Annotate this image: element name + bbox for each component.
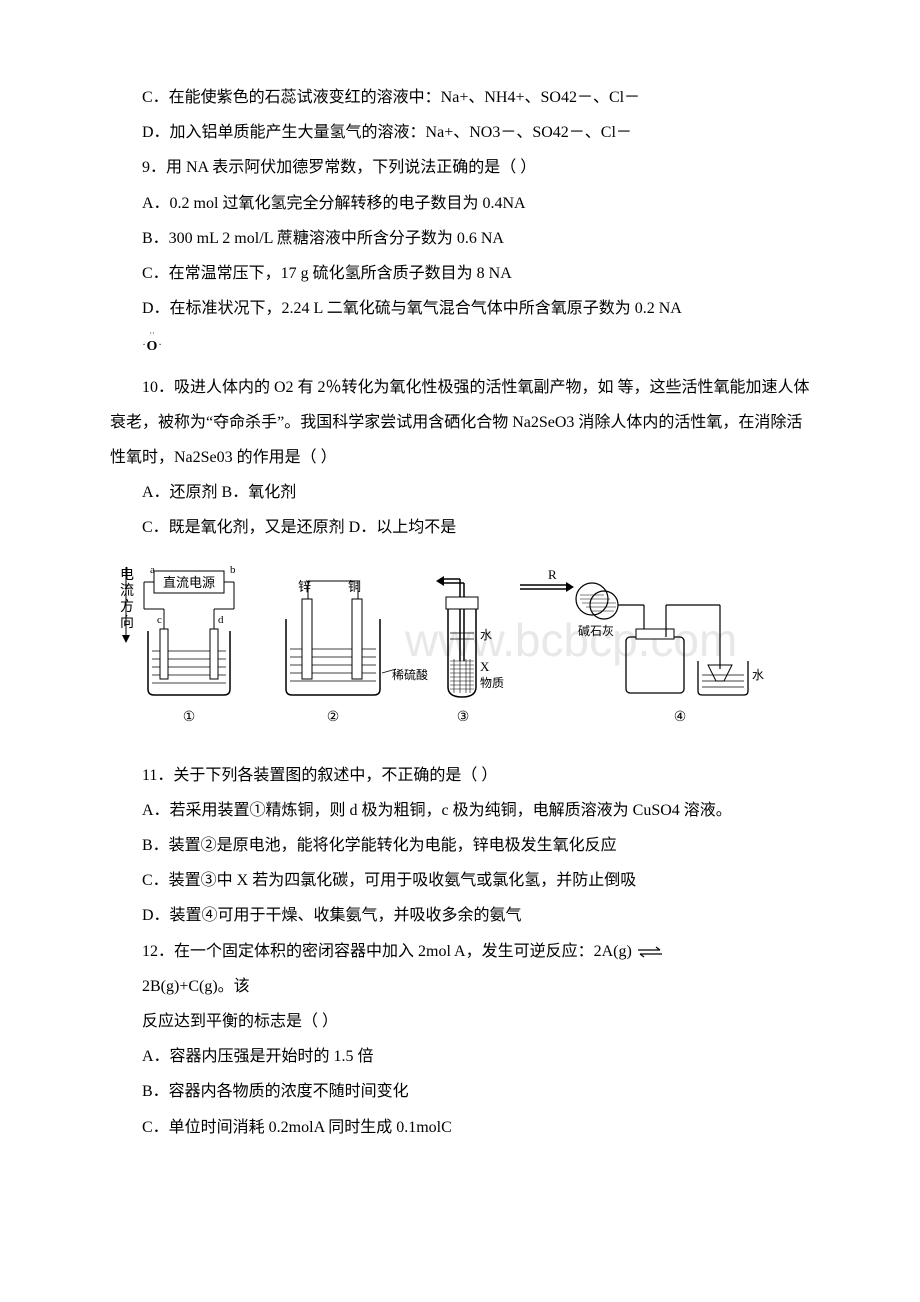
- paragraph: 10．吸进人体内的 O2 有 2％转化为氧化性极强的活性氧副产物，如 等，这些活…: [110, 370, 810, 476]
- document-page: C．在能使紫色的石蕊试液变红的溶液中：Na+、NH4+、SO42－、Cl－ D．…: [0, 0, 920, 1205]
- svg-text:d: d: [218, 614, 224, 626]
- paragraph: D．加入铝单质能产生大量氢气的溶液：Na+、NO3－、SO42－、Cl－: [110, 115, 810, 150]
- paragraph: A．容器内压强是开始时的 1.5 倍: [110, 1039, 810, 1074]
- svg-text:R: R: [548, 567, 557, 582]
- paragraph: C．单位时间消耗 0.2molA 同时生成 0.1molC: [110, 1110, 810, 1145]
- svg-text:直流电源: 直流电源: [163, 575, 215, 590]
- svg-text:物质: 物质: [480, 676, 504, 690]
- text: 12．在一个固定体积的密闭容器中加入 2mol A，发生可逆反应：2A(g): [142, 943, 632, 960]
- svg-text:碱石灰: 碱石灰: [578, 624, 614, 638]
- paragraph: C．在常温常压下，17 g 硫化氢所含质子数目为 8 NA: [110, 256, 810, 291]
- svg-text:X: X: [480, 659, 490, 674]
- svg-text:①: ①: [183, 710, 196, 725]
- svg-text:c: c: [157, 614, 162, 626]
- paragraph: C．在能使紫色的石蕊试液变红的溶液中：Na+、NH4+、SO42－、Cl－: [110, 80, 810, 115]
- apparatus-diagram: www.bcbcp.com 电 流 方 向 直流电源 a b: [110, 561, 810, 749]
- svg-text:a: a: [150, 564, 155, 576]
- paragraph: A．0.2 mol 过氧化氢完全分解转移的电子数目为 0.4NA: [110, 186, 810, 221]
- svg-text:www.bcbcp.com: www.bcbcp.com: [404, 614, 737, 666]
- svg-text:③: ③: [457, 710, 470, 725]
- oxygen-radical-icon: ·· · O ·: [110, 330, 810, 369]
- paragraph: B．装置②是原电池，能将化学能转化为电能，锌电极发生氧化反应: [110, 828, 810, 863]
- paragraph: 2B(g)+C(g)。该: [110, 969, 810, 1004]
- paragraph: 11．关于下列各装置图的叙述中，不正确的是（ ）: [110, 758, 810, 793]
- svg-text:②: ②: [327, 710, 340, 725]
- svg-text:b: b: [230, 564, 236, 576]
- svg-text:流: 流: [120, 583, 134, 599]
- paragraph: A．还原剂 B．氧化剂: [110, 475, 810, 510]
- paragraph: D．在标准状况下，2.24 L 二氧化硫与氧气混合气体中所含氧原子数为 0.2 …: [110, 291, 810, 326]
- svg-text:·: ·: [142, 340, 145, 351]
- paragraph: 9．用 NA 表示阿伏加德罗常数，下列说法正确的是（ ）: [110, 150, 810, 185]
- svg-text:④: ④: [674, 710, 687, 725]
- paragraph: D．装置④可用于干燥、收集氨气，并吸收多余的氨气: [110, 898, 810, 933]
- reversible-arrow-icon: [636, 946, 664, 958]
- paragraph: C．装置③中 X 若为四氯化碳，可用于吸收氨气或氯化氢，并防止倒吸: [110, 863, 810, 898]
- svg-text:向: 向: [120, 615, 134, 631]
- paragraph: 12．在一个固定体积的密闭容器中加入 2mol A，发生可逆反应：2A(g): [110, 934, 810, 969]
- svg-text:方: 方: [120, 599, 134, 615]
- paragraph: C．既是氧化剂，又是还原剂 D．以上均不是: [110, 510, 810, 545]
- svg-text:·: ·: [158, 340, 161, 351]
- paragraph: B．300 mL 2 mol/L 蔗糖溶液中所含分子数为 0.6 NA: [110, 221, 810, 256]
- svg-text:水: 水: [752, 668, 764, 682]
- paragraph: 反应达到平衡的标志是（ ）: [110, 1004, 810, 1039]
- svg-text:O: O: [147, 339, 158, 354]
- svg-text:··: ··: [149, 330, 154, 338]
- paragraph: A．若采用装置①精炼铜，则 d 极为粗铜，c 极为纯铜，电解质溶液为 CuSO4…: [110, 793, 810, 828]
- svg-text:电: 电: [120, 567, 134, 583]
- paragraph: B．容器内各物质的浓度不随时间变化: [110, 1074, 810, 1109]
- svg-text:稀硫酸: 稀硫酸: [392, 667, 428, 682]
- svg-text:水: 水: [480, 628, 492, 642]
